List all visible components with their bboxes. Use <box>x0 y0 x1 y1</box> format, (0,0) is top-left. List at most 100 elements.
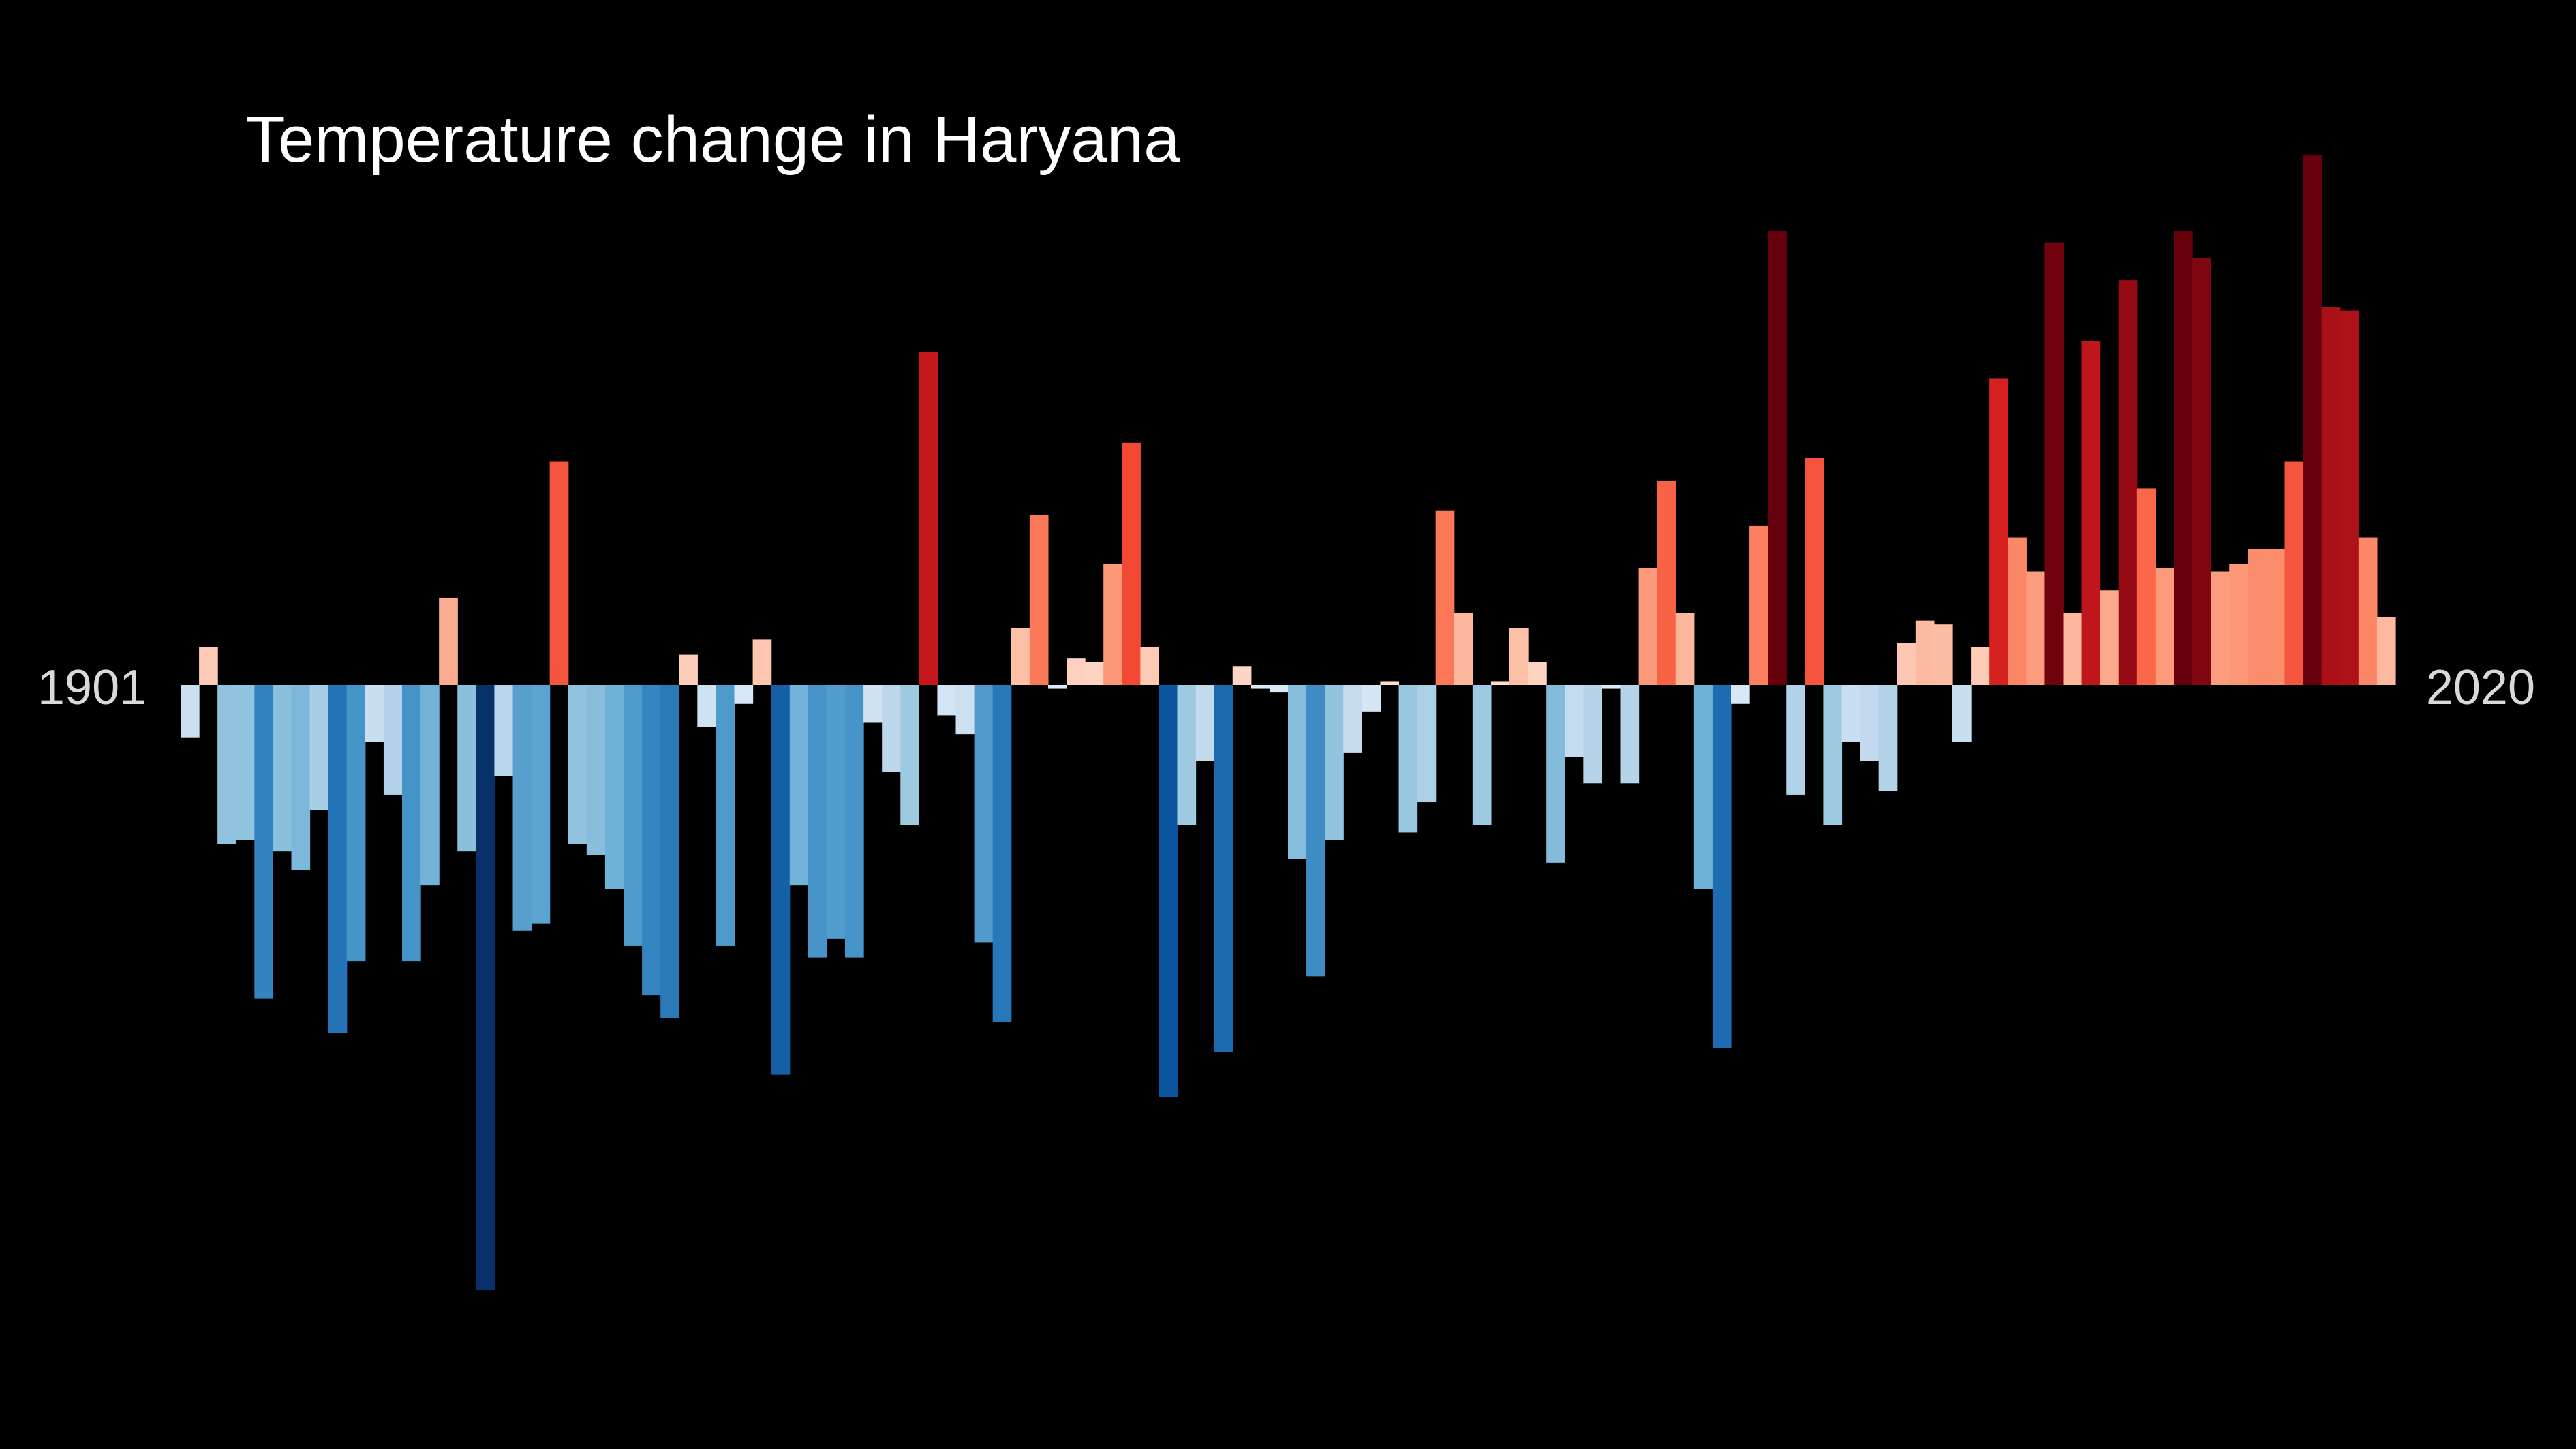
bar-1983 <box>1693 685 1713 889</box>
bar-1998 <box>1971 647 1990 685</box>
bar-1914 <box>420 685 440 886</box>
bar-1936 <box>826 685 846 939</box>
bar-1954 <box>1159 685 1178 1097</box>
bar-1962 <box>1306 685 1325 977</box>
bar-1933 <box>771 685 791 1075</box>
bar-1915 <box>439 598 458 685</box>
bar-1951 <box>1103 564 1122 685</box>
bar-1979 <box>1620 685 1640 784</box>
bar-2002 <box>2044 242 2064 685</box>
bar-1993 <box>1878 685 1898 791</box>
bar-2017 <box>2321 307 2341 685</box>
bar-1953 <box>1140 647 1160 685</box>
bar-1960 <box>1269 685 1289 693</box>
bar-1922 <box>568 685 587 844</box>
start-year-label: 1901 <box>37 660 147 715</box>
bar-1973 <box>1509 628 1529 685</box>
bar-1925 <box>624 685 643 946</box>
bar-1997 <box>1952 685 1972 742</box>
bar-1989 <box>1805 458 1824 685</box>
bar-1964 <box>1343 685 1362 753</box>
bar-1948 <box>1047 685 1067 689</box>
bar-1926 <box>642 685 661 996</box>
bar-1976 <box>1565 685 1584 757</box>
bar-1963 <box>1325 685 1344 840</box>
bar-1934 <box>789 685 809 886</box>
bar-1909 <box>328 685 348 1033</box>
bar-2000 <box>2008 537 2027 685</box>
bar-1970 <box>1454 613 1473 685</box>
bar-1932 <box>752 639 772 685</box>
bar-2009 <box>2174 231 2193 685</box>
bar-1902 <box>199 647 218 685</box>
bar-1977 <box>1583 685 1603 784</box>
bar-1928 <box>679 654 698 685</box>
end-year-label: 2020 <box>2425 660 2535 715</box>
bar-1924 <box>604 685 624 889</box>
bar-1942 <box>937 685 957 716</box>
bar-1978 <box>1601 685 1621 689</box>
bar-1920 <box>531 685 551 924</box>
bar-2008 <box>2155 567 2175 685</box>
bar-1908 <box>309 685 329 810</box>
bar-1966 <box>1380 681 1400 685</box>
bar-1992 <box>1860 685 1880 761</box>
bar-1982 <box>1675 613 1695 685</box>
bar-1945 <box>992 685 1012 1022</box>
bar-1956 <box>1195 685 1215 761</box>
bar-1991 <box>1841 685 1861 742</box>
bar-1939 <box>882 685 901 772</box>
bar-1961 <box>1288 685 1307 859</box>
bar-2020 <box>2376 617 2396 685</box>
bar-1971 <box>1472 685 1492 825</box>
bar-1975 <box>1546 685 1565 863</box>
bar-1919 <box>512 685 532 931</box>
bar-1935 <box>808 685 827 958</box>
bar-1941 <box>919 352 938 685</box>
bar-1981 <box>1657 481 1676 685</box>
bar-1957 <box>1214 685 1233 1052</box>
chart-title: Temperature change in Haryana <box>245 103 1180 176</box>
bar-1929 <box>697 685 717 727</box>
bar-1996 <box>1933 624 1953 685</box>
bar-1921 <box>549 461 569 685</box>
bar-1930 <box>716 685 735 946</box>
bar-1912 <box>383 685 403 795</box>
bar-2007 <box>2136 488 2156 685</box>
bar-2003 <box>2063 613 2083 685</box>
bar-2016 <box>2303 155 2322 685</box>
bar-1946 <box>1011 628 1030 685</box>
bar-2010 <box>2192 257 2211 686</box>
bar-2013 <box>2248 549 2267 685</box>
bar-2014 <box>2266 549 2286 685</box>
bar-2011 <box>2211 571 2230 685</box>
bar-1952 <box>1122 442 1141 685</box>
bar-1999 <box>1989 378 2008 685</box>
bar-1938 <box>863 685 883 723</box>
bar-1906 <box>273 685 292 852</box>
bar-1904 <box>236 685 255 840</box>
bar-1988 <box>1786 685 1805 795</box>
bar-1959 <box>1251 685 1270 689</box>
bar-1955 <box>1177 685 1197 825</box>
bar-1910 <box>346 685 366 962</box>
bar-1994 <box>1897 643 1916 685</box>
bar-1972 <box>1490 681 1510 685</box>
bar-1958 <box>1232 666 1252 685</box>
bar-1987 <box>1768 231 1787 685</box>
bar-1985 <box>1731 685 1750 704</box>
bar-1917 <box>476 685 495 1290</box>
bar-1905 <box>254 685 274 999</box>
bar-1937 <box>845 685 864 958</box>
bar-1986 <box>1749 525 1768 685</box>
bar-1923 <box>586 685 606 855</box>
bar-2004 <box>2081 340 2101 685</box>
bar-1969 <box>1435 510 1455 685</box>
bar-2015 <box>2284 461 2304 685</box>
bar-2012 <box>2229 564 2248 685</box>
bar-2019 <box>2358 537 2378 685</box>
bar-2001 <box>2026 571 2046 685</box>
bar-2005 <box>2100 590 2119 685</box>
bar-1903 <box>217 685 236 844</box>
bar-1947 <box>1029 515 1049 685</box>
